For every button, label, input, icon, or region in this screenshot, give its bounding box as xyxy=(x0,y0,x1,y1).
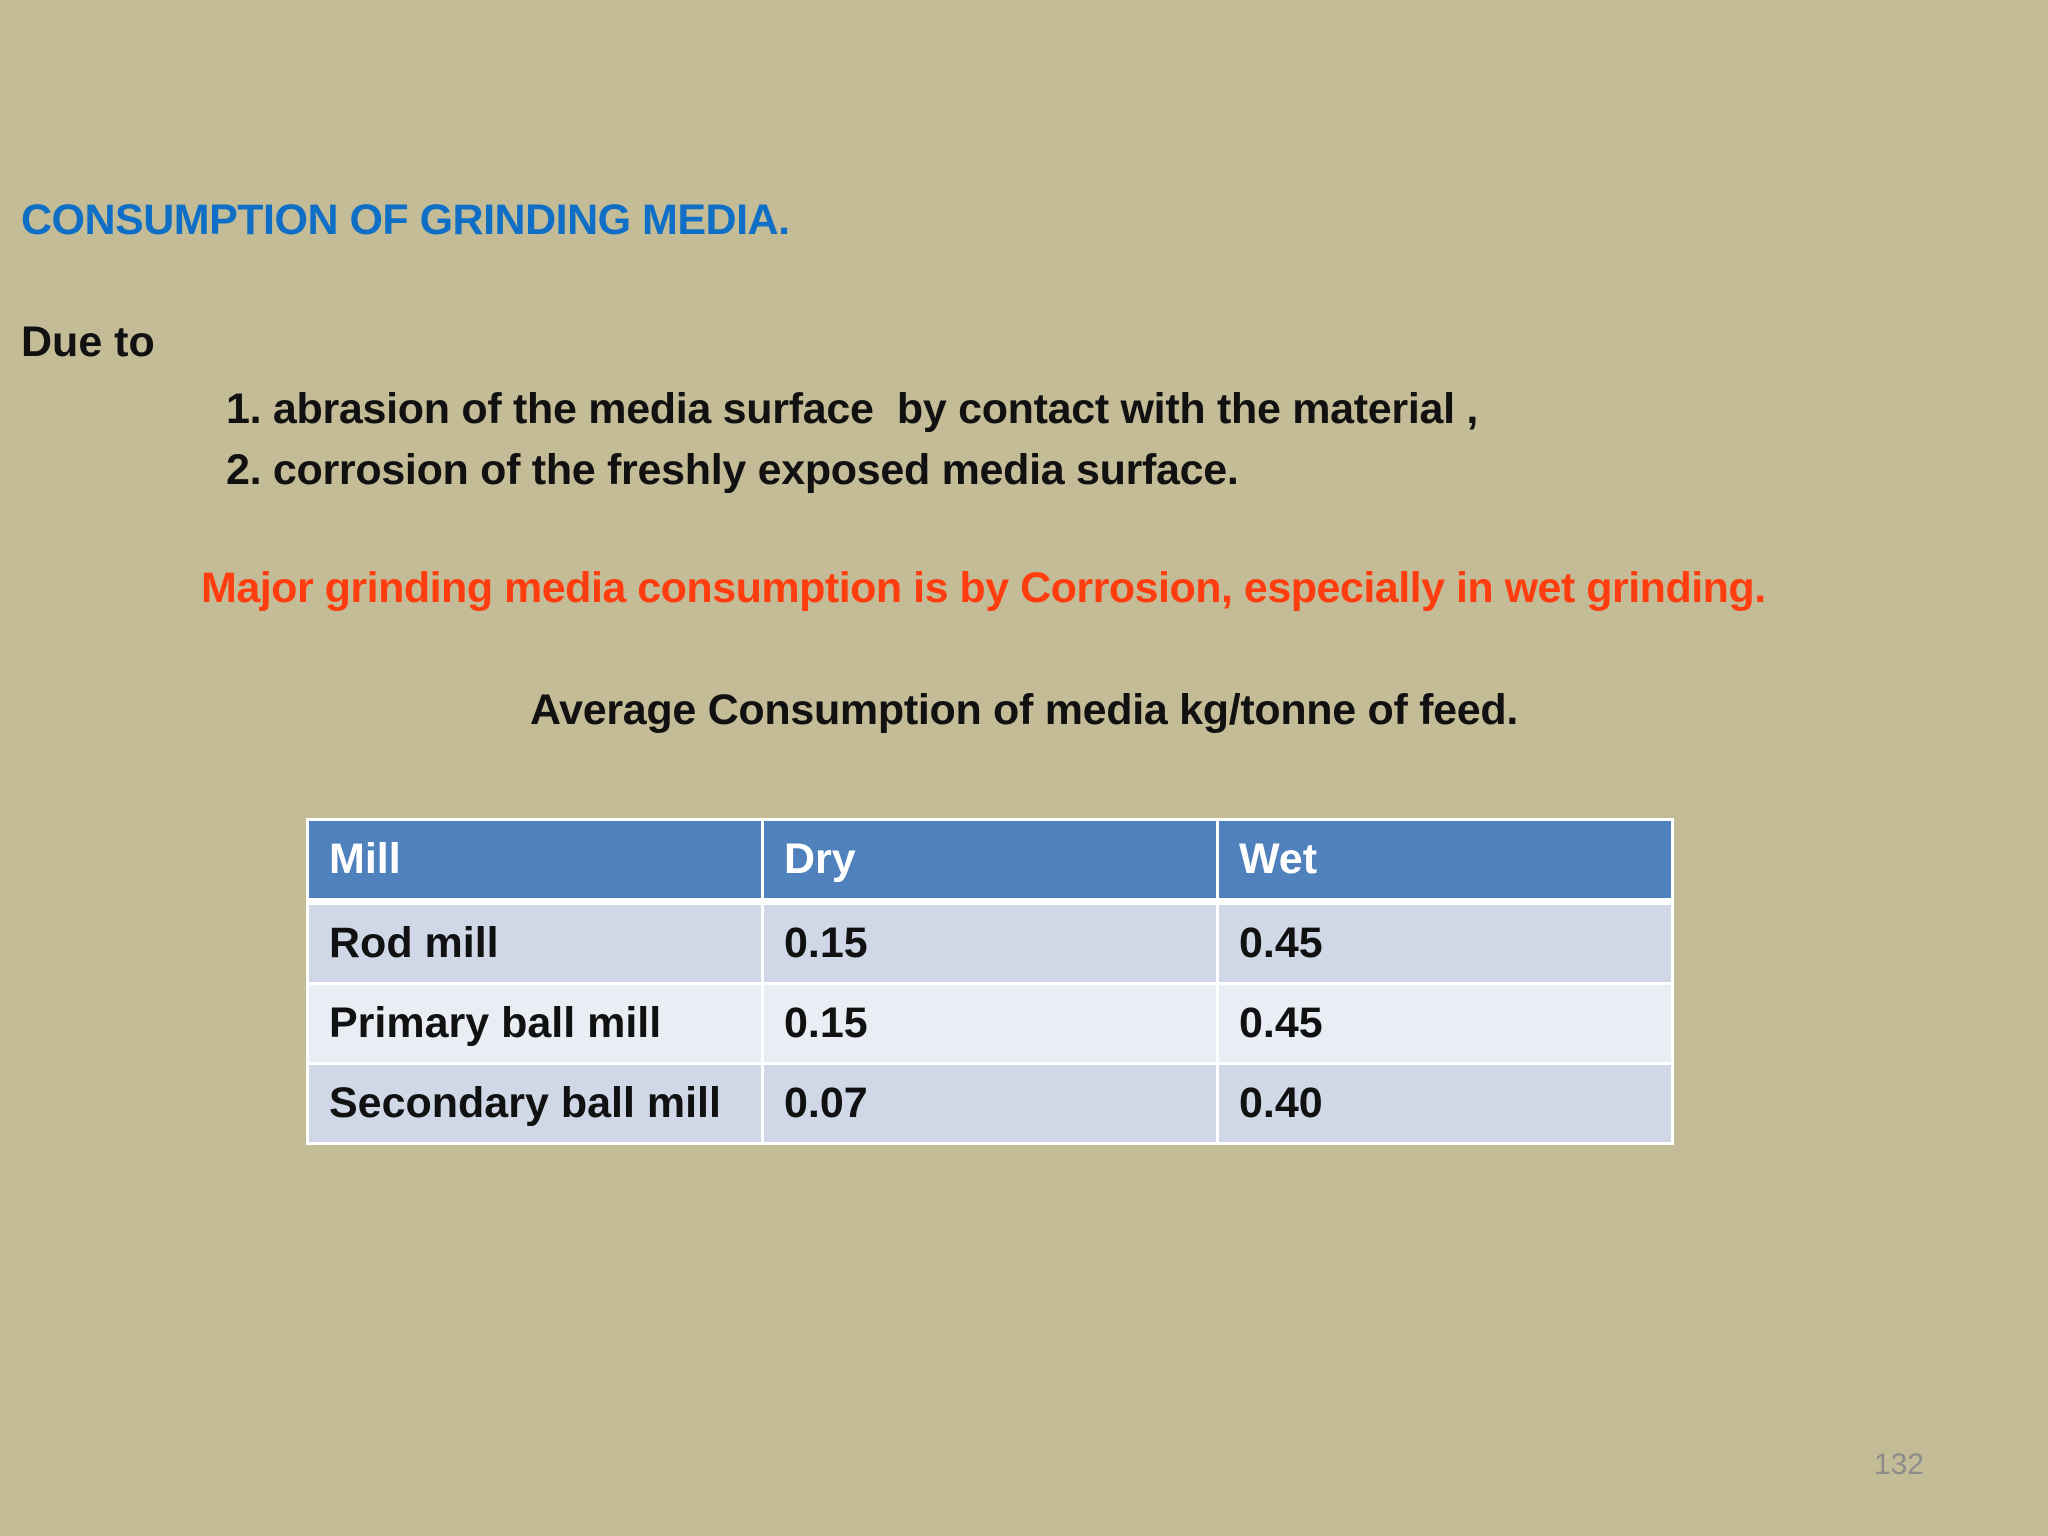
slide-title: CONSUMPTION OF GRINDING MEDIA. xyxy=(21,196,790,244)
table-row: Rod mill 0.15 0.45 xyxy=(306,900,1674,985)
mill-name-cell: Primary ball mill xyxy=(306,982,764,1065)
table-row: Secondary ball mill 0.07 0.40 xyxy=(306,1062,1674,1145)
reason-item-corrosion: 2. corrosion of the freshly exposed medi… xyxy=(226,446,1239,494)
due-to-label: Due to xyxy=(21,318,155,366)
table-header-row: Mill Dry Wet xyxy=(306,818,1674,905)
mill-name-cell: Secondary ball mill xyxy=(306,1062,764,1145)
page-number: 132 xyxy=(1873,1448,1924,1481)
wet-value-cell: 0.40 xyxy=(1216,1062,1674,1145)
wet-value-cell: 0.45 xyxy=(1216,900,1674,985)
column-header-wet: Wet xyxy=(1216,818,1674,905)
dry-value-cell: 0.15 xyxy=(761,982,1219,1065)
media-consumption-table: Mill Dry Wet Rod mill 0.15 0.45 Primary … xyxy=(306,818,1674,1145)
reason-item-abrasion: 1. abrasion of the media surface by cont… xyxy=(226,385,1479,433)
table-caption: Average Consumption of media kg/tonne of… xyxy=(529,686,1519,734)
wet-value-cell: 0.45 xyxy=(1216,982,1674,1065)
mill-name-cell: Rod mill xyxy=(306,900,764,985)
reasons-list: 1. abrasion of the media surface by cont… xyxy=(226,379,1478,501)
table-row: Primary ball mill 0.15 0.45 xyxy=(306,982,1674,1065)
dry-value-cell: 0.15 xyxy=(761,900,1219,985)
highlight-statement: Major grinding media consumption is by C… xyxy=(201,564,1766,612)
dry-value-cell: 0.07 xyxy=(761,1062,1219,1145)
column-header-mill: Mill xyxy=(306,818,764,905)
column-header-dry: Dry xyxy=(761,818,1219,905)
